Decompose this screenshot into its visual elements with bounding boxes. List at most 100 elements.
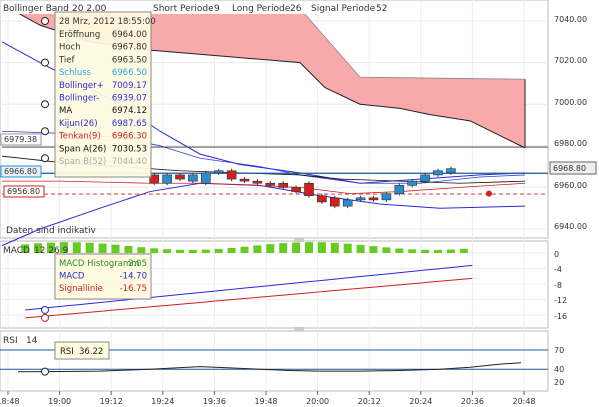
badge-6956-text: 6956.80 [7, 187, 40, 196]
y-tick-6940: 6940.00 [554, 222, 587, 231]
tooltip-row-label: Bollinger+ [59, 81, 104, 91]
main-header: Bollinger Band 20 2.00 Short Periode 9 L… [1, 2, 391, 14]
tooltip-row-label: Hoch [59, 43, 81, 53]
rsi-tick-40: 40 [554, 365, 564, 374]
tenkan-dot [486, 190, 492, 197]
macd-line [25, 264, 473, 311]
candle-body [420, 174, 430, 182]
macd-series [21, 242, 473, 322]
macd-bar [47, 242, 55, 253]
long-period-label: Long Periode [232, 4, 291, 14]
x-tick-label: 18:48 [0, 397, 20, 406]
macd-bar [98, 243, 107, 253]
crosshair-dot [41, 154, 49, 163]
macd-bar [201, 249, 210, 253]
macd-tooltip-label: MACD [59, 272, 85, 282]
main-y-axis: 7040.00 7020.00 7000.00 6980.00 6960.00 … [554, 15, 587, 231]
x-tick-label: 20:36 [461, 397, 484, 406]
badge-6966-bg [0, 165, 42, 178]
x-tick-label: 19:24 [151, 397, 174, 406]
macd-bar [266, 244, 275, 253]
macd-dot [41, 305, 49, 314]
rsi-series [17, 362, 522, 376]
macd-bar [59, 242, 68, 253]
x-axis: 18:48 19:00 19:12 19:24 19:36 19:48 20:00 20:12… [0, 391, 536, 406]
macd-bar [369, 246, 378, 253]
candle-body [446, 168, 456, 174]
tooltip-row-value: 6966.30 [112, 132, 147, 142]
candle-body [329, 197, 340, 207]
macd-y-axis: 0 -4 -8 -12 -16 [554, 250, 567, 321]
y-tick-7040: 7040.00 [554, 15, 587, 24]
rsi-y-axis: 70 40 20 [554, 346, 564, 387]
x-tick-label: 19:00 [48, 397, 71, 406]
macd-bar [85, 242, 94, 253]
x-tick-label: 20:12 [358, 397, 381, 406]
x-tick-label: 20:24 [409, 397, 432, 406]
macd-bar [434, 249, 442, 253]
macd-bar [227, 247, 236, 253]
macd-bar [395, 248, 404, 253]
splitter-handle-rsi[interactable] [294, 327, 304, 331]
x-tick-label: 19:12 [100, 397, 123, 406]
y-tick-7000: 7000.00 [554, 98, 587, 107]
tooltip-row-label: Tief [58, 55, 76, 65]
macd-tick-m16: -16 [554, 312, 567, 321]
bollinger-params: 20 2.00 [72, 4, 107, 14]
tooltip-rows: Eröffnung 6964.00 Hoch 6967.80 Tief 6963.50 Sc… [58, 30, 147, 167]
crosshair-dot [41, 127, 49, 136]
candle-body [252, 180, 263, 184]
y-tick-7020: 7020.00 [554, 56, 587, 65]
splitter-handle-macd[interactable] [294, 238, 304, 242]
last-price-bg [549, 161, 597, 175]
rsi-label: RSI [3, 336, 18, 346]
tooltip-row-value: 6939.07 [112, 94, 147, 104]
rsi-tick-70: 70 [554, 346, 564, 355]
tooltip-row-value: 6964.00 [112, 30, 147, 40]
macd-bar [356, 244, 365, 253]
macd-tick-m8: -8 [554, 281, 562, 290]
candle-body [226, 170, 237, 180]
crosshair-dot [41, 17, 49, 25]
macd-bar [279, 243, 288, 253]
disclaimer-text: Daten sind indikativ [6, 226, 97, 236]
candle-body [291, 187, 301, 192]
macd-bar [330, 242, 339, 253]
tooltip-row-label: Schluss [59, 68, 92, 78]
tooltip-date: 28 Mrz, 2012 18:55:00 [59, 17, 156, 27]
short-period-value: 9 [214, 4, 220, 14]
tooltip-row-label: Eröffnung [59, 30, 100, 40]
macd-bar [317, 242, 326, 253]
tooltip-row-value: 6967.80 [112, 43, 147, 53]
rsi-tooltip-label: RSI [60, 347, 74, 357]
rsi-tooltip: RSI 36.22 [54, 341, 110, 360]
macd-tooltip-label: Signallinie [59, 284, 103, 294]
candle-body [304, 182, 314, 197]
header-bg [1, 2, 391, 14]
rsi-panel [0, 330, 549, 392]
macd-bar [459, 248, 468, 253]
macd-bar [188, 249, 197, 253]
candle-body [175, 174, 185, 180]
main-tooltip-bg [54, 11, 152, 178]
x-tick-label: 20:00 [306, 397, 329, 406]
last-price-badge: 6968.80 [549, 161, 597, 175]
candle-body [355, 197, 366, 201]
y-tick-6980: 6980.00 [554, 139, 587, 148]
macd-bar [240, 246, 249, 253]
candle-body [201, 172, 211, 184]
rsi-header: RSI 14 [3, 336, 38, 346]
macd-bar [163, 249, 172, 253]
macd-bar [137, 247, 146, 253]
candle-body [407, 180, 418, 186]
macd-bar [214, 248, 223, 253]
candle-body [149, 174, 159, 184]
long-period-value: 26 [290, 4, 302, 14]
candle-body [265, 182, 276, 186]
macd-bar [176, 249, 184, 253]
badge-6979-bg [0, 133, 42, 146]
macd-bar [382, 247, 391, 253]
tooltip-row-value: 7044.40 [112, 157, 147, 167]
